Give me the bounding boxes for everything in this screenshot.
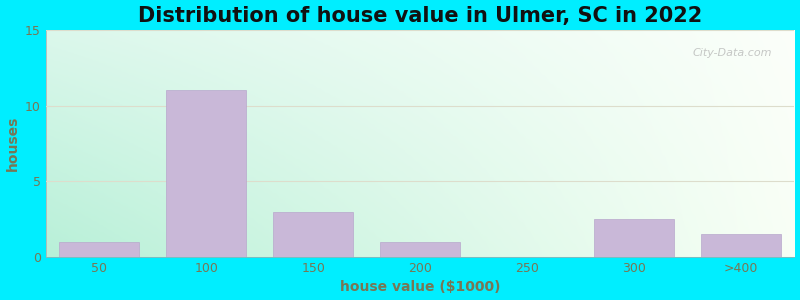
Text: City-Data.com: City-Data.com [693, 48, 772, 58]
Bar [59, 242, 139, 257]
Y-axis label: houses: houses [6, 116, 19, 171]
Bar [166, 91, 246, 257]
Title: Distribution of house value in Ulmer, SC in 2022: Distribution of house value in Ulmer, SC… [138, 6, 702, 26]
Bar [273, 212, 354, 257]
Bar [380, 242, 460, 257]
Bar [594, 219, 674, 257]
X-axis label: house value ($1000): house value ($1000) [340, 280, 500, 294]
Bar [701, 234, 781, 257]
